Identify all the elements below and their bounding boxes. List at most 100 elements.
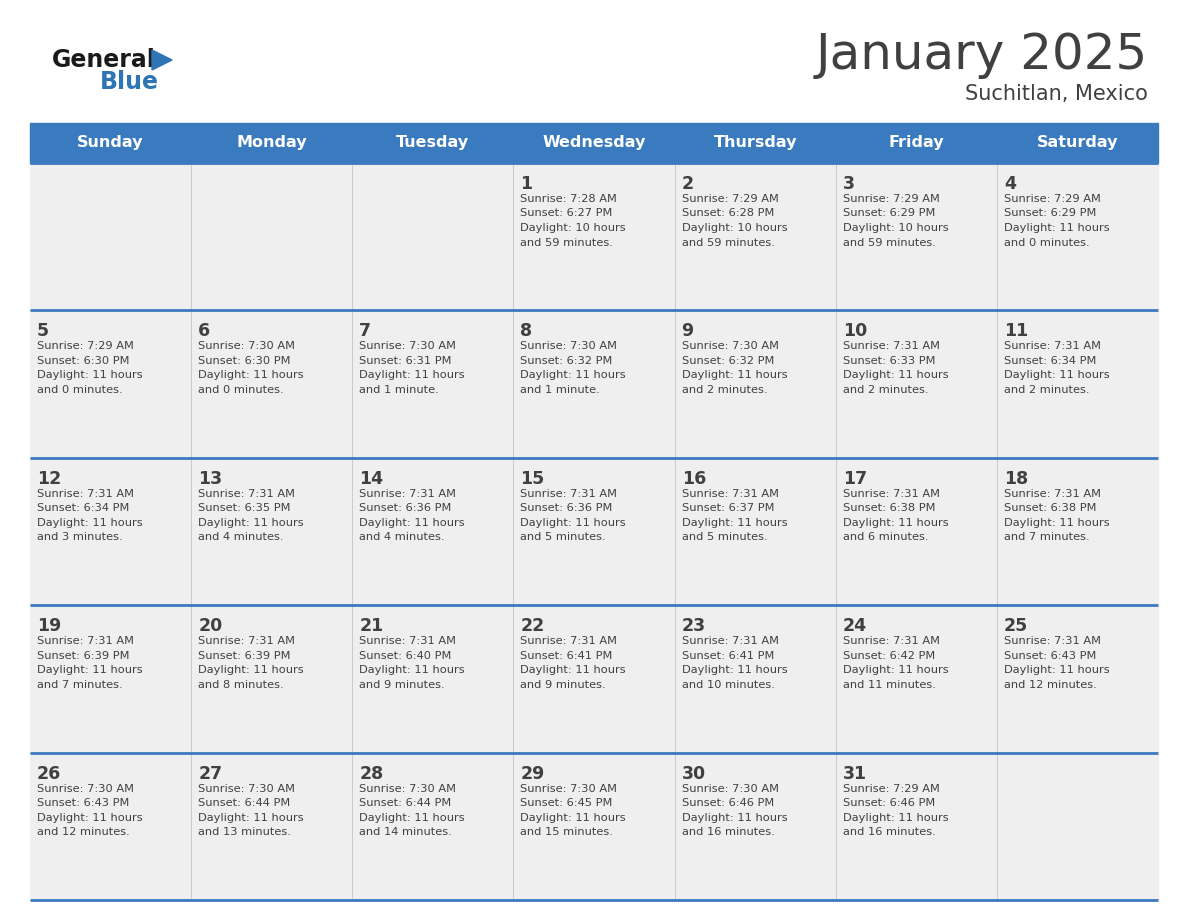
Text: Sunrise: 7:29 AM: Sunrise: 7:29 AM: [842, 194, 940, 204]
Text: 19: 19: [37, 617, 62, 635]
Text: Sunset: 6:31 PM: Sunset: 6:31 PM: [359, 356, 451, 366]
Text: Daylight: 10 hours: Daylight: 10 hours: [842, 223, 948, 233]
Bar: [30, 753, 1158, 900]
Text: and 12 minutes.: and 12 minutes.: [1004, 679, 1097, 689]
Text: Sunrise: 7:29 AM: Sunrise: 7:29 AM: [37, 341, 134, 352]
Text: 17: 17: [842, 470, 867, 487]
Text: and 59 minutes.: and 59 minutes.: [520, 238, 613, 248]
Text: Sunrise: 7:30 AM: Sunrise: 7:30 AM: [682, 341, 778, 352]
Text: 24: 24: [842, 617, 867, 635]
Text: Daylight: 11 hours: Daylight: 11 hours: [842, 666, 948, 676]
Text: Sunset: 6:36 PM: Sunset: 6:36 PM: [520, 503, 613, 513]
Text: Sunset: 6:37 PM: Sunset: 6:37 PM: [682, 503, 775, 513]
Text: Sunset: 6:46 PM: Sunset: 6:46 PM: [842, 798, 935, 808]
Bar: [30, 123, 1158, 163]
Text: 14: 14: [359, 470, 384, 487]
Text: Sunrise: 7:30 AM: Sunrise: 7:30 AM: [198, 784, 295, 793]
Text: Daylight: 11 hours: Daylight: 11 hours: [37, 666, 143, 676]
Text: Sunset: 6:28 PM: Sunset: 6:28 PM: [682, 208, 773, 218]
Text: Sunrise: 7:31 AM: Sunrise: 7:31 AM: [37, 488, 134, 498]
Text: Daylight: 11 hours: Daylight: 11 hours: [198, 370, 304, 380]
Text: 3: 3: [842, 175, 854, 193]
Text: Sunset: 6:42 PM: Sunset: 6:42 PM: [842, 651, 935, 661]
Text: Daylight: 11 hours: Daylight: 11 hours: [520, 370, 626, 380]
Polygon shape: [152, 50, 172, 70]
Text: Sunset: 6:34 PM: Sunset: 6:34 PM: [37, 503, 129, 513]
Text: and 59 minutes.: and 59 minutes.: [842, 238, 936, 248]
Text: Sunset: 6:46 PM: Sunset: 6:46 PM: [682, 798, 773, 808]
Text: 28: 28: [359, 765, 384, 783]
Text: 10: 10: [842, 322, 867, 341]
Bar: [30, 458, 1158, 605]
Text: Sunrise: 7:31 AM: Sunrise: 7:31 AM: [520, 488, 618, 498]
Text: Sunrise: 7:31 AM: Sunrise: 7:31 AM: [1004, 488, 1101, 498]
Text: 8: 8: [520, 322, 532, 341]
Text: 1: 1: [520, 175, 532, 193]
Text: Sunset: 6:38 PM: Sunset: 6:38 PM: [842, 503, 935, 513]
Text: 29: 29: [520, 765, 544, 783]
Text: 20: 20: [198, 617, 222, 635]
Text: Daylight: 11 hours: Daylight: 11 hours: [682, 370, 788, 380]
Text: Sunset: 6:27 PM: Sunset: 6:27 PM: [520, 208, 613, 218]
Text: Sunrise: 7:31 AM: Sunrise: 7:31 AM: [842, 488, 940, 498]
Text: Sunset: 6:40 PM: Sunset: 6:40 PM: [359, 651, 451, 661]
Text: Sunrise: 7:31 AM: Sunrise: 7:31 AM: [359, 636, 456, 646]
Text: and 9 minutes.: and 9 minutes.: [520, 679, 606, 689]
Text: Daylight: 11 hours: Daylight: 11 hours: [682, 518, 788, 528]
Text: 9: 9: [682, 322, 694, 341]
Text: Blue: Blue: [100, 70, 159, 94]
Text: Daylight: 11 hours: Daylight: 11 hours: [359, 666, 465, 676]
Text: Sunset: 6:30 PM: Sunset: 6:30 PM: [198, 356, 291, 366]
Text: Sunrise: 7:31 AM: Sunrise: 7:31 AM: [682, 636, 778, 646]
Text: and 1 minute.: and 1 minute.: [520, 385, 600, 395]
Text: 7: 7: [359, 322, 372, 341]
Text: and 7 minutes.: and 7 minutes.: [1004, 532, 1089, 543]
Text: 5: 5: [37, 322, 49, 341]
Text: and 9 minutes.: and 9 minutes.: [359, 679, 446, 689]
Text: 15: 15: [520, 470, 544, 487]
Text: 30: 30: [682, 765, 706, 783]
Text: and 8 minutes.: and 8 minutes.: [198, 679, 284, 689]
Text: Daylight: 11 hours: Daylight: 11 hours: [198, 812, 304, 823]
Text: Daylight: 11 hours: Daylight: 11 hours: [198, 666, 304, 676]
Text: 4: 4: [1004, 175, 1016, 193]
Text: and 3 minutes.: and 3 minutes.: [37, 532, 122, 543]
Text: Daylight: 11 hours: Daylight: 11 hours: [842, 370, 948, 380]
Text: and 14 minutes.: and 14 minutes.: [359, 827, 453, 837]
Text: Daylight: 11 hours: Daylight: 11 hours: [1004, 666, 1110, 676]
Text: Sunrise: 7:30 AM: Sunrise: 7:30 AM: [359, 784, 456, 793]
Text: Daylight: 11 hours: Daylight: 11 hours: [359, 812, 465, 823]
Text: 2: 2: [682, 175, 694, 193]
Text: Daylight: 11 hours: Daylight: 11 hours: [842, 812, 948, 823]
Text: and 7 minutes.: and 7 minutes.: [37, 679, 122, 689]
Text: Daylight: 11 hours: Daylight: 11 hours: [842, 518, 948, 528]
Text: Daylight: 11 hours: Daylight: 11 hours: [520, 518, 626, 528]
Text: Sunset: 6:44 PM: Sunset: 6:44 PM: [198, 798, 290, 808]
Text: 21: 21: [359, 617, 384, 635]
Text: Daylight: 11 hours: Daylight: 11 hours: [37, 518, 143, 528]
Text: Sunrise: 7:29 AM: Sunrise: 7:29 AM: [1004, 194, 1101, 204]
Text: Sunrise: 7:31 AM: Sunrise: 7:31 AM: [842, 636, 940, 646]
Text: Daylight: 11 hours: Daylight: 11 hours: [520, 666, 626, 676]
Text: Daylight: 11 hours: Daylight: 11 hours: [37, 370, 143, 380]
Text: Sunset: 6:41 PM: Sunset: 6:41 PM: [682, 651, 773, 661]
Text: and 5 minutes.: and 5 minutes.: [520, 532, 606, 543]
Text: Sunrise: 7:31 AM: Sunrise: 7:31 AM: [198, 488, 295, 498]
Text: Daylight: 11 hours: Daylight: 11 hours: [359, 518, 465, 528]
Text: Sunset: 6:45 PM: Sunset: 6:45 PM: [520, 798, 613, 808]
Text: Sunset: 6:43 PM: Sunset: 6:43 PM: [37, 798, 129, 808]
Text: Sunset: 6:32 PM: Sunset: 6:32 PM: [520, 356, 613, 366]
Text: and 15 minutes.: and 15 minutes.: [520, 827, 613, 837]
Text: Sunset: 6:30 PM: Sunset: 6:30 PM: [37, 356, 129, 366]
Text: Sunset: 6:39 PM: Sunset: 6:39 PM: [198, 651, 291, 661]
Text: Saturday: Saturday: [1037, 136, 1118, 151]
Text: 23: 23: [682, 617, 706, 635]
Text: Sunrise: 7:31 AM: Sunrise: 7:31 AM: [1004, 636, 1101, 646]
Text: Sunrise: 7:31 AM: Sunrise: 7:31 AM: [198, 636, 295, 646]
Text: Sunset: 6:35 PM: Sunset: 6:35 PM: [198, 503, 291, 513]
Text: 12: 12: [37, 470, 62, 487]
Text: Daylight: 11 hours: Daylight: 11 hours: [682, 812, 788, 823]
Text: Daylight: 11 hours: Daylight: 11 hours: [1004, 370, 1110, 380]
Text: Sunset: 6:32 PM: Sunset: 6:32 PM: [682, 356, 773, 366]
Text: Sunrise: 7:31 AM: Sunrise: 7:31 AM: [359, 488, 456, 498]
